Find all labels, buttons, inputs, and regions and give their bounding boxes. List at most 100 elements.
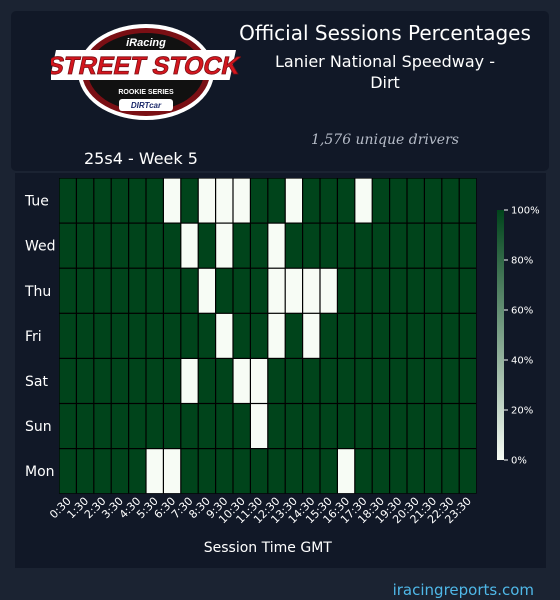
heatmap-cell [303,268,320,313]
heatmap-cell [407,268,424,313]
heatmap-cell [251,449,268,494]
heatmap-cell [251,404,268,448]
heatmap-cell [459,268,476,313]
heatmap-cell [233,268,250,313]
heatmap-cell [77,404,94,448]
heatmap-cell [390,268,407,313]
colorbar-tick-label: 100% [511,206,540,217]
heatmap-cell [355,268,372,313]
heatmap-cell [94,178,111,223]
heatmap-cell [459,313,476,358]
heatmap-cell [320,313,337,358]
heatmap-cell [181,223,198,268]
heatmap-cell [285,449,302,494]
row-label: Mon [25,464,55,480]
colorbar-tick-label: 80% [511,256,533,267]
heatmap-cell [390,449,407,494]
heatmap-cell [355,449,372,494]
heatmap-cell [94,223,111,268]
heatmap-cell [94,313,111,358]
heatmap-cell [77,359,94,403]
heatmap-cell [390,313,407,358]
heatmap-cell [111,313,128,358]
heatmap-cell [164,178,181,223]
heatmap-cell [59,178,76,223]
heatmap-cell [390,223,407,268]
track-line-1: Lanier National Speedway - [275,52,495,71]
heatmap-cell [268,449,285,494]
heatmap-cell [146,313,163,358]
heatmap-cell [94,449,111,494]
heatmap-cell [233,313,250,358]
street-stock-logo: iRacing STREET STOCK ROOKIE SERIES DIRTc… [51,24,241,120]
heatmap-cell [59,359,76,403]
heatmap-cell [216,268,233,313]
heatmap-cell [198,404,215,448]
heatmap-cell [251,223,268,268]
heatmap-cell [303,178,320,223]
heatmap-cell [407,404,424,448]
heatmap-cell [372,449,389,494]
heatmap-cell [442,404,459,448]
heatmap-cell [216,449,233,494]
heatmap-cell [390,359,407,403]
heatmap-cell [303,404,320,448]
heatmap-cell [442,268,459,313]
heatmap-cell [77,178,94,223]
heatmap-cell [251,313,268,358]
heatmap-cell [129,404,146,448]
heatmap-cell [285,178,302,223]
heatmap-cell [320,359,337,403]
heatmap-cell [320,178,337,223]
heatmap-cell [216,359,233,403]
track-name: Lanier National Speedway - Dirt [225,51,545,93]
heatmap-cell [268,178,285,223]
heatmap-cell [233,178,250,223]
heatmap-cell [111,404,128,448]
heatmap-cell [338,223,355,268]
heatmap-cell [268,404,285,448]
heatmap-cell [181,178,198,223]
heatmap-cell [303,223,320,268]
footer-site-link[interactable]: iracingreports.com [392,581,534,599]
heatmap-cell [372,268,389,313]
heatmap-cell [164,404,181,448]
header-card: iRacing STREET STOCK ROOKIE SERIES DIRTc… [11,11,549,171]
heatmap-cell [268,359,285,403]
heatmap-cell [216,404,233,448]
heatmap-cell [129,313,146,358]
heatmap-cell [198,449,215,494]
heatmap-cell [59,449,76,494]
heatmap-cell [407,178,424,223]
heatmap-cell [181,313,198,358]
heatmap-cell [303,359,320,403]
x-axis-label: Session Time GMT [204,540,333,556]
heatmap-cell [233,449,250,494]
heatmap-cell [129,268,146,313]
heatmap-cell [59,268,76,313]
heatmap-cell [146,359,163,403]
heatmap-cell [164,268,181,313]
heatmap-cell [407,449,424,494]
heatmap-cell [198,268,215,313]
heatmap-cell [355,178,372,223]
heatmap-cell [59,223,76,268]
heatmap-cell [198,313,215,358]
svg-text:DIRTcar: DIRTcar [131,101,162,110]
heatmap-cell [442,178,459,223]
heatmap-cell [268,268,285,313]
heatmap-cell [59,404,76,448]
heatmap-cell [355,404,372,448]
heatmap-cell [164,223,181,268]
row-label: Sat [25,374,48,390]
heatmap-cell [164,313,181,358]
heatmap-cell [216,313,233,358]
heatmap-cell [459,178,476,223]
row-label: Wed [25,239,56,255]
heatmap-cell [285,268,302,313]
row-label: Sun [25,419,52,435]
heatmap-cell [372,359,389,403]
heatmap-cell [442,313,459,358]
heatmap-cell [216,178,233,223]
heatmap-cell [425,223,442,268]
